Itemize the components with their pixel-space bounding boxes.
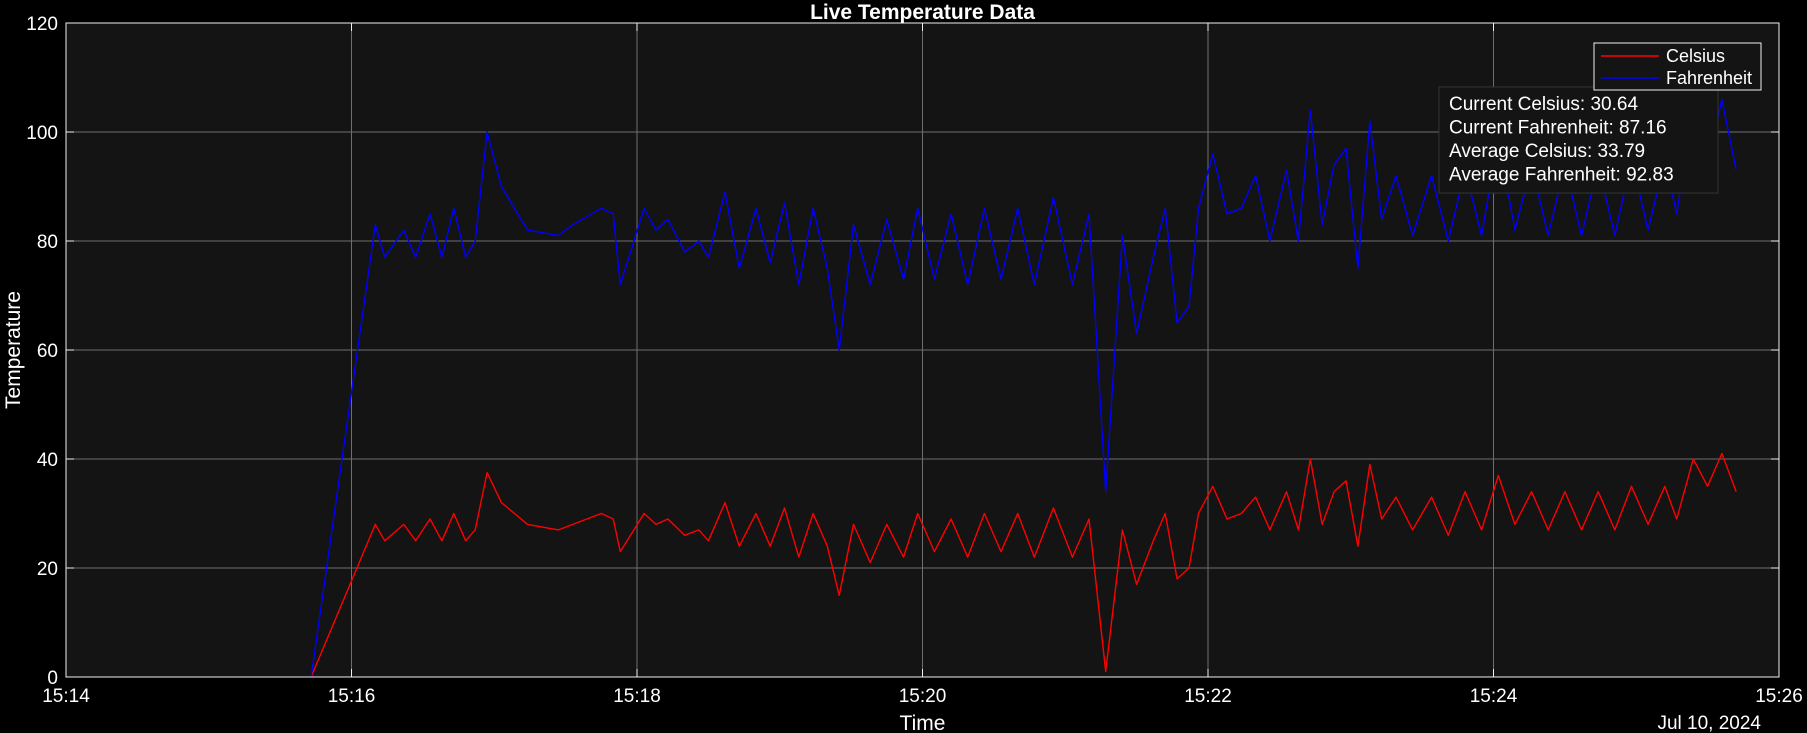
legend: Celsius Fahrenheit xyxy=(1593,42,1762,91)
legend-label-celsius: Celsius xyxy=(1666,46,1725,66)
y-tick-label: 120 xyxy=(26,14,58,35)
series-line-celsius xyxy=(310,452,1737,678)
chart-title: Live Temperature Data xyxy=(810,1,1035,24)
y-tick-label: 20 xyxy=(37,559,58,580)
x-tick-label: 15:18 xyxy=(613,686,661,707)
legend-box xyxy=(1593,42,1762,91)
y-tick-label: 60 xyxy=(37,341,58,362)
stat-average-celsius: Average Celsius: 33.79 xyxy=(1449,141,1645,162)
legend-label-fahrenheit: Fahrenheit xyxy=(1666,68,1752,88)
x-tick-label: 15:24 xyxy=(1470,686,1518,707)
x-axis: 15:14 15:16 15:18 15:20 15:22 15:24 15:26 xyxy=(42,23,1803,707)
stat-current-celsius: Current Celsius: 30.64 xyxy=(1449,94,1638,115)
y-tick-label: 80 xyxy=(37,232,58,253)
stat-average-fahrenheit: Average Fahrenheit: 92.83 xyxy=(1449,165,1674,186)
y-axis-label: Temperature xyxy=(2,291,25,409)
x-axis-label: Time xyxy=(900,712,946,733)
x-tick-label: 15:20 xyxy=(899,686,947,707)
stats-annotation: Current Celsius: 30.64 Current Fahrenhei… xyxy=(1438,86,1719,194)
y-tick-label: 40 xyxy=(37,450,58,471)
stat-current-fahrenheit: Current Fahrenheit: 87.16 xyxy=(1449,118,1667,139)
x-tick-label: 15:16 xyxy=(328,686,376,707)
x-tick-label: 15:26 xyxy=(1755,686,1803,707)
date-label: Jul 10, 2024 xyxy=(1657,713,1761,733)
x-tick-label: 15:22 xyxy=(1184,686,1232,707)
x-tick-label: 15:14 xyxy=(42,686,90,707)
y-tick-label: 100 xyxy=(26,123,58,144)
y-axis: 0 20 40 60 80 100 120 xyxy=(26,14,1779,689)
y-tick-label: 0 xyxy=(47,668,58,689)
stats-box-frame xyxy=(1438,86,1719,194)
